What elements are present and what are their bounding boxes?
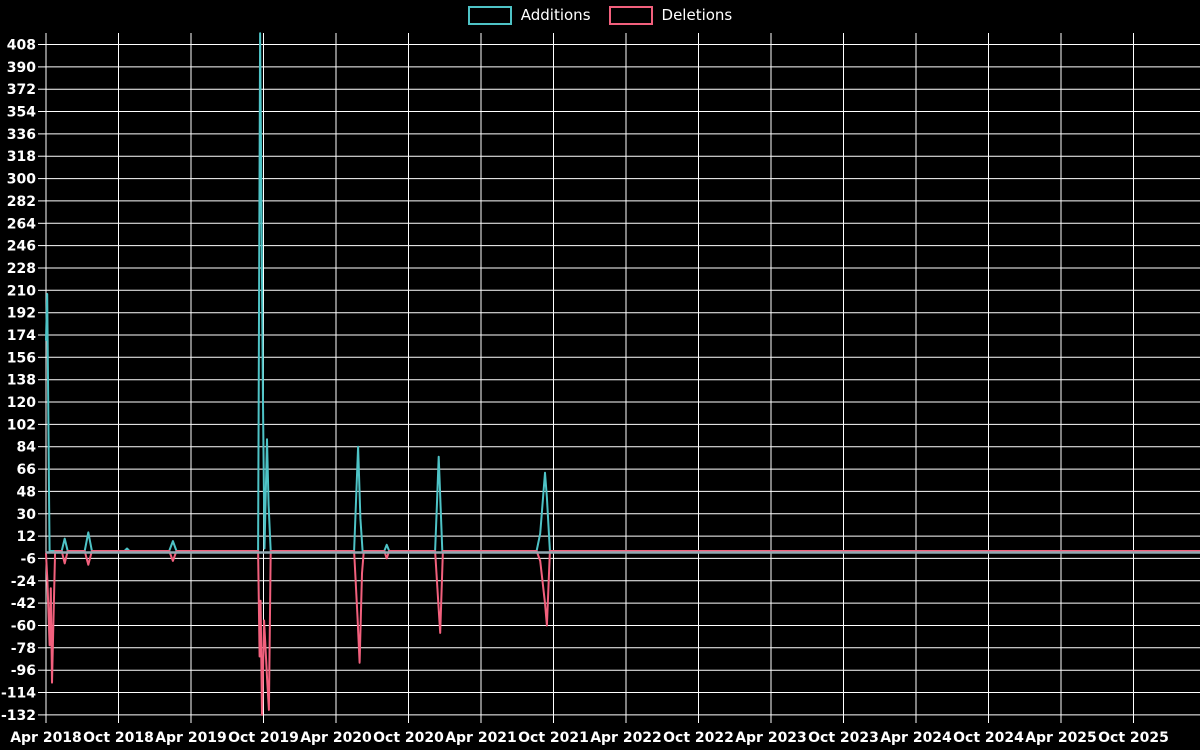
- svg-text:Oct 2022: Oct 2022: [663, 730, 734, 746]
- deletions-swatch-icon: [608, 6, 653, 25]
- svg-text:246: 246: [7, 239, 36, 255]
- svg-text:372: 372: [7, 82, 36, 98]
- x-gridlines: [45, 33, 1134, 723]
- svg-text:Apr 2024: Apr 2024: [880, 730, 952, 746]
- svg-text:Oct 2021: Oct 2021: [518, 730, 589, 746]
- svg-text:120: 120: [7, 395, 36, 411]
- y-gridlines: [38, 44, 1200, 716]
- svg-text:-96: -96: [11, 663, 36, 679]
- legend-label-deletions: Deletions: [661, 6, 733, 24]
- svg-text:-6: -6: [20, 551, 36, 567]
- svg-text:30: 30: [17, 507, 37, 523]
- svg-text:102: 102: [7, 417, 36, 433]
- svg-text:264: 264: [7, 216, 36, 232]
- svg-text:Apr 2021: Apr 2021: [445, 730, 517, 746]
- svg-text:12: 12: [17, 529, 36, 545]
- svg-text:66: 66: [17, 462, 36, 478]
- svg-text:84: 84: [17, 440, 37, 456]
- svg-text:Apr 2018: Apr 2018: [10, 730, 82, 746]
- svg-text:Oct 2018: Oct 2018: [83, 730, 154, 746]
- svg-text:228: 228: [7, 261, 36, 277]
- svg-text:-78: -78: [11, 641, 36, 657]
- svg-text:354: 354: [7, 105, 36, 121]
- svg-text:282: 282: [7, 194, 36, 210]
- svg-text:156: 156: [7, 350, 36, 366]
- svg-text:336: 336: [7, 127, 36, 143]
- svg-text:Apr 2022: Apr 2022: [590, 730, 662, 746]
- legend-label-additions: Additions: [520, 6, 591, 24]
- svg-text:Oct 2019: Oct 2019: [228, 730, 299, 746]
- svg-text:-114: -114: [1, 686, 36, 702]
- svg-text:Apr 2025: Apr 2025: [1025, 730, 1097, 746]
- svg-text:-60: -60: [11, 619, 37, 635]
- additions-swatch-icon: [467, 6, 512, 25]
- svg-text:-42: -42: [11, 596, 36, 612]
- y-axis-labels: 408 390 372 354 336 318 300 282 264 246 228 210 192 1…: [1, 38, 36, 724]
- svg-text:408: 408: [7, 38, 36, 54]
- svg-text:192: 192: [7, 306, 36, 322]
- svg-text:174: 174: [7, 328, 36, 344]
- svg-text:138: 138: [7, 373, 36, 389]
- deletions-line: [45, 550, 1200, 716]
- svg-text:Apr 2019: Apr 2019: [155, 730, 227, 746]
- svg-text:Apr 2020: Apr 2020: [300, 730, 372, 746]
- svg-text:Oct 2024: Oct 2024: [953, 730, 1024, 746]
- legend-item-deletions[interactable]: Deletions: [608, 6, 733, 25]
- svg-text:300: 300: [7, 172, 36, 188]
- svg-text:Oct 2023: Oct 2023: [808, 730, 879, 746]
- svg-text:Oct 2020: Oct 2020: [373, 730, 444, 746]
- svg-text:Apr 2023: Apr 2023: [735, 730, 807, 746]
- svg-text:318: 318: [7, 149, 36, 165]
- x-axis-labels: Apr 2018 Oct 2018 Apr 2019 Oct 2019 Apr 2020…: [10, 730, 1169, 746]
- svg-text:Oct 2025: Oct 2025: [1098, 730, 1169, 746]
- svg-text:210: 210: [7, 283, 36, 299]
- svg-text:48: 48: [17, 484, 36, 500]
- legend-item-additions[interactable]: Additions: [467, 6, 591, 25]
- svg-text:-24: -24: [11, 574, 37, 590]
- chart-legend: Additions Deletions: [0, 6, 1200, 25]
- svg-text:-132: -132: [1, 708, 36, 724]
- svg-text:390: 390: [7, 60, 36, 76]
- additions-line: [45, 32, 1200, 552]
